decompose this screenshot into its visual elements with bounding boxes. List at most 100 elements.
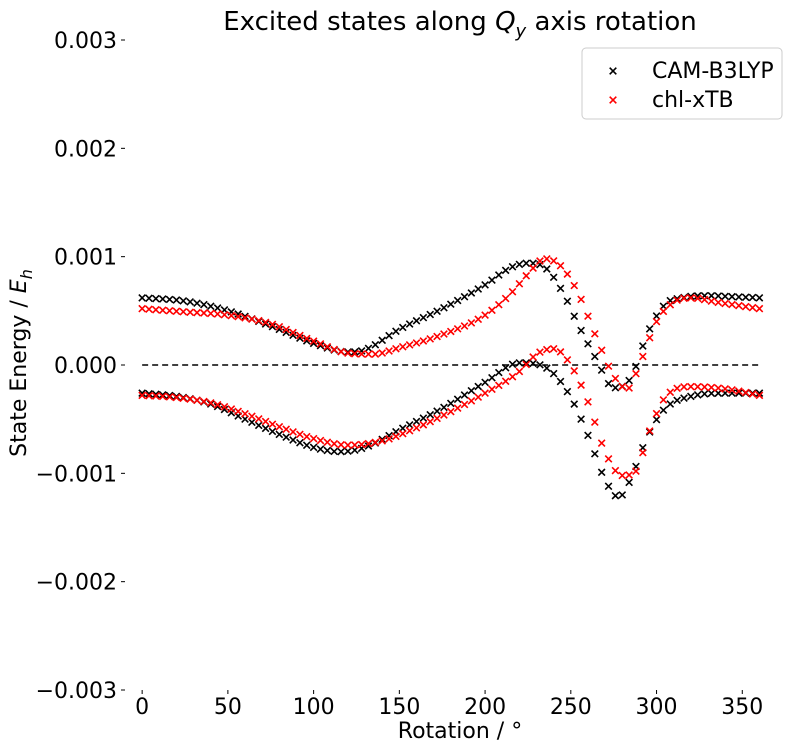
data-point xyxy=(488,306,496,315)
data-point xyxy=(652,312,661,320)
data-point xyxy=(426,334,435,343)
y-tick-label: 0.003 xyxy=(54,29,117,54)
x-tick-label: 150 xyxy=(378,695,420,720)
data-point xyxy=(323,342,332,351)
data-point xyxy=(398,429,407,438)
data-point xyxy=(364,442,373,450)
data-point xyxy=(707,383,716,392)
data-point xyxy=(296,331,304,340)
data-point xyxy=(577,295,585,304)
y-tick-label: 0.002 xyxy=(54,137,117,162)
data-point xyxy=(350,441,359,449)
data-point xyxy=(193,396,201,405)
data-point xyxy=(302,334,311,343)
data-point xyxy=(145,305,153,314)
data-point xyxy=(440,330,448,338)
data-point xyxy=(686,382,695,391)
data-point xyxy=(755,389,764,398)
data-point xyxy=(151,305,160,314)
data-point xyxy=(680,394,688,403)
data-point xyxy=(172,296,181,304)
data-point xyxy=(433,307,441,316)
data-point xyxy=(638,448,647,457)
data-point xyxy=(700,383,709,391)
data-point xyxy=(419,313,428,322)
data-point xyxy=(638,342,647,350)
data-point xyxy=(158,392,167,401)
data-point xyxy=(248,315,256,323)
data-point xyxy=(522,360,531,369)
data-point xyxy=(405,421,414,429)
data-point xyxy=(337,347,345,356)
data-point xyxy=(645,333,654,342)
data-point xyxy=(488,276,496,285)
data-point xyxy=(412,417,421,426)
data-point xyxy=(378,349,387,357)
data-point xyxy=(741,302,750,311)
x-tick-label: 250 xyxy=(550,695,592,720)
data-point xyxy=(714,384,723,392)
data-point xyxy=(529,353,537,361)
data-point xyxy=(700,390,709,398)
data-point xyxy=(693,294,702,303)
data-point xyxy=(597,439,606,448)
data-point xyxy=(302,441,311,450)
y-axis-title-text: State Energy / Eh xyxy=(7,269,36,457)
data-point xyxy=(446,399,455,408)
data-point xyxy=(158,295,167,303)
data-point xyxy=(597,468,606,477)
data-point xyxy=(385,331,393,340)
data-point xyxy=(577,381,585,390)
legend-label: CAM-B3LYP xyxy=(652,59,774,84)
data-point xyxy=(542,255,551,263)
data-point xyxy=(515,367,524,376)
data-point xyxy=(474,382,483,391)
data-point xyxy=(563,387,572,396)
data-point xyxy=(680,383,688,391)
data-point xyxy=(405,426,414,435)
data-point xyxy=(652,409,661,418)
data-point xyxy=(371,350,380,358)
data-point xyxy=(179,307,188,316)
data-point xyxy=(151,392,160,400)
data-point xyxy=(282,325,291,334)
data-point xyxy=(241,409,249,418)
legend-box xyxy=(581,47,783,120)
data-point xyxy=(289,328,297,337)
data-point xyxy=(392,327,400,336)
data-point xyxy=(309,337,318,346)
data-point xyxy=(501,294,510,303)
data-point xyxy=(632,369,640,378)
y-tick-label: −0.001 xyxy=(36,462,117,487)
data-point xyxy=(323,446,332,455)
data-point xyxy=(453,324,462,333)
data-point xyxy=(378,435,387,444)
data-point xyxy=(556,348,565,356)
data-point xyxy=(261,424,270,433)
data-point xyxy=(261,320,270,328)
data-point xyxy=(734,389,743,398)
data-point xyxy=(686,293,695,302)
data-point xyxy=(707,389,716,398)
data-point xyxy=(323,344,332,352)
data-point xyxy=(268,320,277,329)
data-point xyxy=(371,340,380,349)
data-point xyxy=(666,388,675,397)
data-point xyxy=(275,422,284,431)
data-point xyxy=(378,336,387,345)
data-point xyxy=(515,358,524,367)
data-point xyxy=(755,304,764,313)
data-point xyxy=(611,374,620,383)
data-point xyxy=(645,325,654,333)
data-point xyxy=(590,418,599,426)
data-point xyxy=(467,318,476,327)
data-point xyxy=(419,420,428,429)
data-point xyxy=(213,304,222,312)
data-point xyxy=(536,360,544,369)
data-point xyxy=(549,369,558,378)
data-point xyxy=(316,436,325,445)
data-point xyxy=(371,438,380,447)
data-point xyxy=(460,322,469,330)
data-point xyxy=(213,402,222,411)
data-point xyxy=(673,396,681,405)
